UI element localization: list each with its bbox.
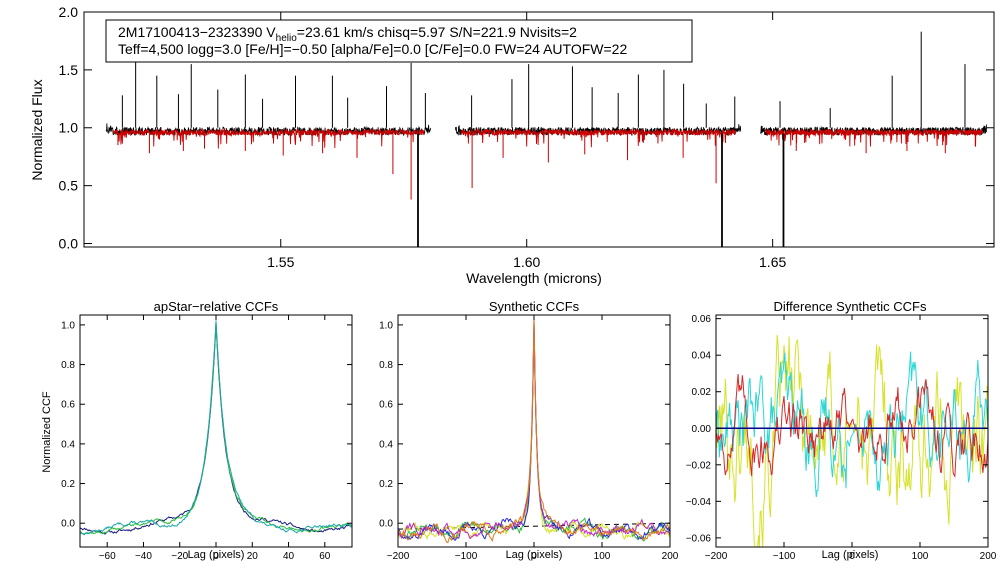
y-tick-label: 0.2 (61, 479, 75, 490)
x-tick-label: 0 (849, 551, 855, 562)
apstar-ccf-x-axis-label: Lag (pixels) (188, 549, 245, 561)
y-tick-label: 0.8 (379, 360, 393, 371)
y-tick-label: 0.2 (379, 479, 393, 490)
x-tick-label: 200 (662, 551, 679, 562)
y-tick-label: −0.04 (686, 497, 712, 508)
annotation-line1-suffix: =23.61 km/s chisq=5.97 S/N=221.9 Nvisits… (297, 24, 577, 40)
synthetic-ccf-curve (397, 321, 671, 541)
x-tick-label: −20 (171, 551, 188, 562)
spectrum-annotation-line1: 2M17100413−2323390 Vhelio=23.61 km/s chi… (118, 24, 577, 44)
apstar-ccf-ticks: −60 −40 −20 0 20 40 60 0.0 0.2 0.4 0.6 0.8 1.0 (61, 315, 352, 562)
annotation-line1-subscript: helio (276, 33, 298, 44)
x-tick-label: 1.65 (759, 254, 786, 270)
apstar-ccf-panel: apStar−relative CCFs −60 −40 −20 0 20 40 60 0.0… (41, 299, 353, 562)
difference-ccf-plot-area (715, 334, 989, 548)
y-tick-label: 0.6 (61, 400, 75, 411)
y-tick-label: 1.5 (59, 62, 79, 78)
y-tick-label: 1.0 (61, 320, 75, 331)
apstar-ccf-title: apStar−relative CCFs (154, 299, 279, 314)
apstar-ccf-curve (79, 323, 353, 535)
y-tick-label: 0.0 (59, 235, 79, 251)
x-tick-label: −100 (773, 551, 796, 562)
difference-ccf-title: Difference Synthetic CCFs (774, 299, 927, 314)
difference-ccf-curve (715, 334, 989, 548)
y-tick-label: 1.0 (59, 120, 79, 136)
x-tick-label: 0 (213, 551, 219, 562)
spectrum-annotation-box (105, 19, 693, 63)
y-tick-label: 0.4 (379, 439, 393, 450)
apstar-ccf-plot-area (79, 320, 353, 536)
synthetic-ccf-plot-area (397, 316, 671, 544)
difference-ccf-x-axis-label: Lag (pixels) (822, 549, 879, 561)
x-tick-label: −100 (455, 551, 478, 562)
y-tick-label: 0.6 (379, 400, 393, 411)
x-tick-label: 200 (980, 551, 997, 562)
model-spectrum-line (764, 128, 983, 147)
apstar-ccf-curve (79, 320, 353, 536)
x-tick-label: 60 (319, 551, 331, 562)
y-tick-label: 1.0 (379, 320, 393, 331)
difference-ccf-panel: Difference Synthetic CCFs −200 −100 0 100 20… (686, 299, 997, 562)
difference-ccf-curve (715, 374, 989, 478)
y-tick-label: −0.06 (686, 533, 712, 544)
spectrum-panel: 1.55 1.60 1.65 0.0 0.5 1.0 1.5 2.0 2M17100413−2… (29, 4, 995, 286)
synthetic-ccf-title: Synthetic CCFs (489, 299, 580, 314)
difference-ccf-frame (715, 314, 989, 548)
x-tick-label: 1.60 (513, 254, 540, 270)
x-tick-label: −200 (705, 551, 728, 562)
synthetic-ccf-panel: Synthetic CCFs −200 −100 0 100 200 0.0 0.2 0.4 0… (379, 299, 679, 562)
synthetic-ccf-x-axis-label: Lag (pixels) (506, 549, 563, 561)
y-tick-label: 0.00 (692, 424, 712, 435)
y-tick-label: 0.4 (61, 439, 75, 450)
x-tick-label: 20 (247, 551, 259, 562)
spectrum-frame (83, 11, 995, 248)
x-tick-label: 40 (283, 551, 295, 562)
spectrum-ticks: 1.55 1.60 1.65 0.0 0.5 1.0 1.5 2.0 (59, 4, 994, 270)
synthetic-ccf-ticks: −200 −100 0 100 200 0.0 0.2 0.4 0.6 0.8 1.0 (379, 315, 679, 562)
y-tick-label: −0.02 (686, 460, 712, 471)
x-tick-label: 0 (531, 551, 537, 562)
apstar-ccf-frame (79, 314, 353, 548)
x-tick-label: 100 (912, 551, 929, 562)
x-tick-label: −60 (99, 551, 116, 562)
x-tick-label: −40 (135, 551, 152, 562)
y-tick-label: 2.0 (59, 4, 79, 20)
annotation-line1-prefix: 2M17100413−2323390 V (118, 24, 276, 40)
spectrum-y-axis-label: Normalized Flux (29, 79, 45, 180)
synthetic-ccf-curve (397, 322, 671, 542)
y-tick-label: 0.02 (692, 387, 712, 398)
difference-ccf-curve (715, 351, 989, 497)
observed-spectrum-line (454, 124, 742, 137)
model-spectrum-line (112, 128, 425, 149)
y-tick-label: 0.0 (61, 519, 75, 530)
spectrum-x-axis-label: Wavelength (microns) (466, 270, 602, 286)
model-spectrum-line (460, 127, 736, 148)
difference-ccf-ticks: −200 −100 0 100 200 −0.06 −0.04 −0.02 0.00 0.02 0.… (686, 314, 997, 562)
x-tick-label: 1.55 (267, 254, 294, 270)
x-tick-label: −200 (387, 551, 410, 562)
y-tick-label: 0.04 (692, 351, 712, 362)
spectrum-annotation-line2: Teff=4,500 logg=3.0 [Fe/H]=−0.50 [alpha/… (118, 41, 627, 57)
apstar-ccf-y-axis-label: Normalized CCF (41, 391, 53, 473)
y-tick-label: 0.06 (692, 314, 712, 325)
observed-spectrum-line (760, 124, 988, 137)
x-tick-label: 100 (594, 551, 611, 562)
y-tick-label: 0.5 (59, 178, 79, 194)
y-tick-label: 0.8 (61, 360, 75, 371)
spectrum-plot-area (105, 31, 988, 247)
synthetic-ccf-curve (397, 320, 671, 544)
y-tick-label: 0.0 (379, 519, 393, 530)
apstar-ccf-curve (79, 322, 353, 535)
